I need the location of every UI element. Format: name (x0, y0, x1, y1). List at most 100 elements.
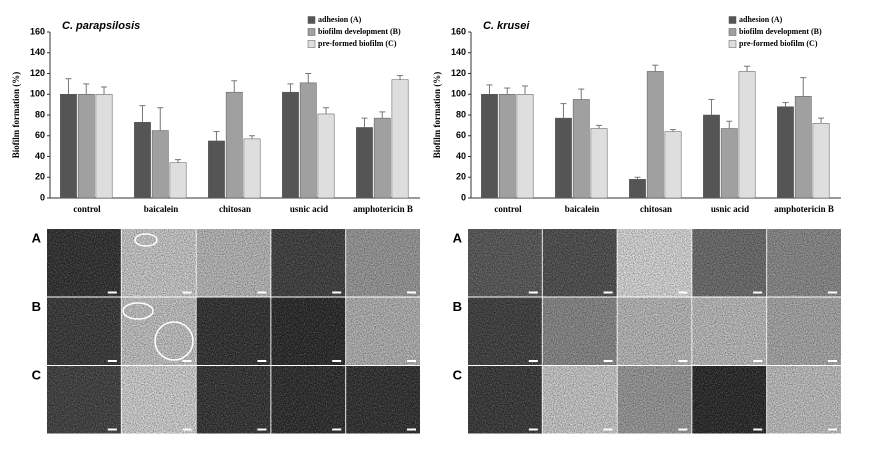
micrograph-texture (271, 229, 346, 297)
error-bar (634, 176, 641, 180)
error-bar (596, 124, 603, 129)
y-tick-label: 100 (451, 89, 466, 99)
y-tick-label: 40 (456, 151, 466, 161)
x-tick-label: amphotericin B (353, 204, 413, 214)
row-label: B (32, 299, 41, 314)
bar (169, 162, 187, 199)
micrograph-texture (617, 366, 692, 434)
bar (208, 140, 225, 199)
legend-swatch (728, 40, 737, 48)
scale-bar (528, 428, 538, 431)
y-tick-label: 160 (30, 26, 45, 36)
micrograph (468, 366, 542, 434)
scale-bar (107, 360, 117, 362)
error-bar (397, 75, 404, 80)
scale-bar (182, 360, 192, 362)
micrograph (468, 229, 542, 297)
error-bar (486, 84, 493, 95)
bar (225, 91, 243, 199)
micrograph (121, 229, 196, 297)
micrograph (468, 297, 542, 365)
legend-swatch (307, 28, 316, 36)
micrograph (767, 366, 841, 434)
scale-bar (257, 428, 267, 431)
error-bar (782, 102, 789, 107)
micrograph (767, 229, 841, 297)
micrograph-texture (542, 297, 617, 365)
micrograph (346, 366, 420, 434)
bar (572, 99, 590, 199)
y-tick-label: 100 (30, 89, 45, 99)
error-bar (670, 129, 677, 132)
micrograph (47, 229, 121, 297)
error-bar (231, 80, 238, 93)
micrograph (346, 297, 420, 365)
legend-swatch (728, 16, 737, 24)
micrograph (196, 229, 271, 297)
micrograph-texture (346, 366, 420, 434)
micrograph-texture (767, 229, 841, 297)
y-tick-label: 20 (35, 172, 45, 182)
scale-bar (828, 428, 837, 431)
y-tick-label: 140 (451, 47, 466, 57)
error-bar (708, 98, 715, 115)
scale-bar (753, 428, 763, 431)
y-tick-label: 160 (451, 26, 466, 36)
chart-title: C. krusei (483, 20, 530, 32)
x-tick-label: amphotericin B (774, 204, 834, 214)
error-bar (800, 77, 807, 97)
bar (664, 131, 682, 199)
legend-swatch (728, 28, 737, 36)
micrograph-texture (692, 229, 767, 297)
error-bar (213, 131, 220, 141)
error-bar (379, 111, 386, 119)
bar (481, 94, 498, 199)
y-tick-label: 0 (40, 192, 45, 202)
micrograph (692, 297, 767, 365)
bar (720, 128, 738, 199)
micrograph (196, 297, 271, 365)
bar (134, 122, 151, 199)
scale-bar (603, 360, 613, 362)
x-tick-label: chitosan (219, 204, 251, 214)
micrograph (617, 366, 692, 434)
micrograph-texture (47, 297, 121, 365)
bar (282, 91, 299, 199)
error-bar (139, 105, 146, 123)
micrograph (692, 229, 767, 297)
bar (498, 94, 516, 199)
error-bar (726, 120, 733, 129)
error-bar (83, 83, 90, 95)
scale-bar (332, 291, 342, 294)
micrograph (692, 366, 767, 434)
error-bar (249, 135, 256, 139)
error-bar (504, 87, 511, 95)
micrograph-texture (542, 229, 617, 297)
row-label: A (453, 230, 463, 245)
bar (812, 123, 830, 199)
scale-bar (257, 291, 267, 294)
micrograph (542, 229, 617, 297)
error-bar (157, 107, 164, 131)
scale-bar (407, 428, 416, 431)
micrograph-texture (692, 297, 767, 365)
scale-bar (407, 360, 416, 362)
error-bar (65, 78, 72, 95)
legend-label: pre-formed biofilm (C) (739, 39, 818, 48)
annotation-circle (122, 302, 154, 320)
charts: C. parapsilosis Biofilm formation (%) 0 20 4… (11, 15, 841, 434)
micrograph-texture (47, 229, 121, 297)
bar (373, 117, 391, 199)
scale-bar (107, 291, 117, 294)
bar (629, 179, 646, 199)
scale-bar (182, 428, 192, 431)
micrograph-texture (121, 366, 196, 434)
scale-bar (107, 428, 117, 431)
micrograph-texture (271, 366, 346, 434)
row-label: A (32, 230, 42, 245)
error-bar (287, 83, 294, 93)
micrograph-texture (196, 366, 271, 434)
error-bar (744, 65, 751, 72)
micrograph (121, 297, 196, 365)
micrograph-texture (767, 366, 841, 434)
